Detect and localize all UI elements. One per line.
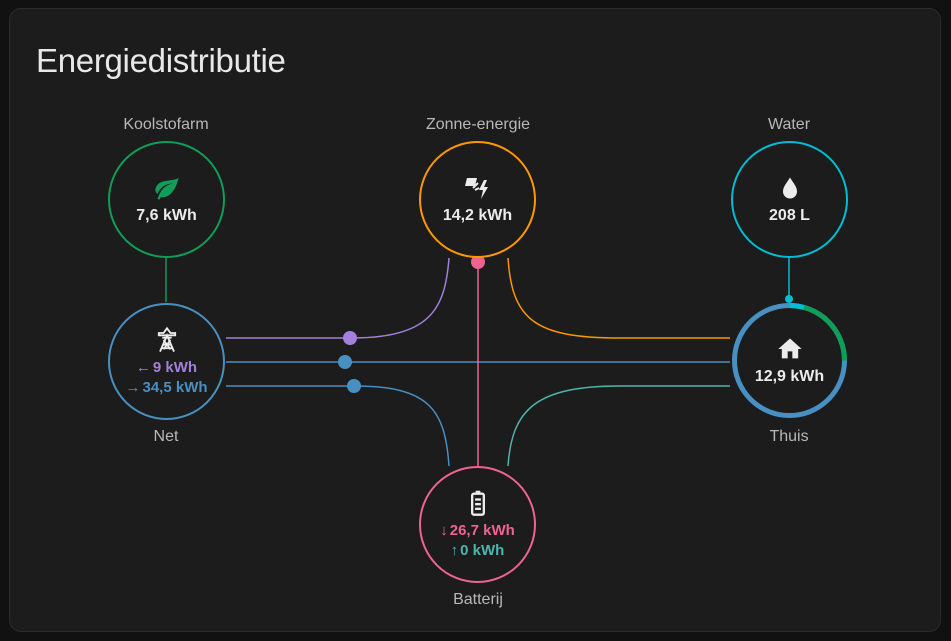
water-drop-icon <box>782 177 797 198</box>
flow-dot-solar-battery <box>471 255 485 269</box>
flow-grid-battery <box>226 385 450 467</box>
arrow-left-icon: ← <box>135 358 151 376</box>
water-value: 208 L <box>769 206 810 224</box>
grid-return-value: 34,5 kWh <box>142 378 208 396</box>
arrow-down-icon: ↓ <box>440 521 448 539</box>
solar-node[interactable]: 14,2 kWh <box>419 141 536 258</box>
water-label: Water <box>767 116 811 133</box>
grid-node[interactable]: ← 9 kWh → 34,5 kWh <box>108 303 225 420</box>
home-value: 12,9 kWh <box>754 367 825 385</box>
flow-dot-water <box>785 295 793 303</box>
battery-node[interactable]: ↓ 26,7 kWh ↑ 0 kWh <box>419 466 536 583</box>
flow-solar-home <box>507 257 730 339</box>
solar-value: 14,2 kWh <box>442 206 513 224</box>
battery-charge-in-row: ↑ 0 kWh <box>451 541 505 561</box>
home-node[interactable]: 12,9 kWh <box>731 302 848 419</box>
arrow-right-icon: → <box>125 378 141 396</box>
home-icon <box>777 338 802 358</box>
grid-consumption-row: ← 9 kWh <box>136 358 197 378</box>
carbon-node[interactable]: 7,6 kWh <box>108 141 225 258</box>
battery-icon <box>470 490 485 516</box>
grid-label: Net <box>153 428 179 445</box>
solar-power-icon <box>464 177 488 199</box>
battery-charge-out-value: 26,7 kWh <box>449 521 515 539</box>
home-label: Thuis <box>769 428 809 445</box>
flow-dot-grid-battery <box>347 379 361 393</box>
leaf-icon <box>154 177 179 200</box>
solar-label: Zonne-energie <box>425 116 531 133</box>
carbon-value: 7,6 kWh <box>136 206 197 224</box>
carbon-label: Koolstofarm <box>123 116 209 133</box>
arrow-up-icon: ↑ <box>450 541 459 559</box>
grid-return-row: → 34,5 kWh <box>125 378 207 398</box>
battery-label: Batterij <box>453 591 503 608</box>
grid-consumption-value: 9 kWh <box>152 358 198 376</box>
battery-charge-out-row: ↓ 26,7 kWh <box>440 521 515 541</box>
flow-battery-home <box>507 385 730 467</box>
flow-solar-grid <box>226 257 450 339</box>
flow-dot-solar-grid <box>343 331 357 345</box>
transmission-tower-icon <box>157 326 176 352</box>
battery-charge-in-value: 0 kWh <box>460 541 505 559</box>
water-node[interactable]: 208 L <box>731 141 848 258</box>
card-title: Energiedistributie <box>36 42 286 79</box>
flow-dot-grid-home <box>338 355 352 369</box>
home-ring <box>732 303 847 418</box>
